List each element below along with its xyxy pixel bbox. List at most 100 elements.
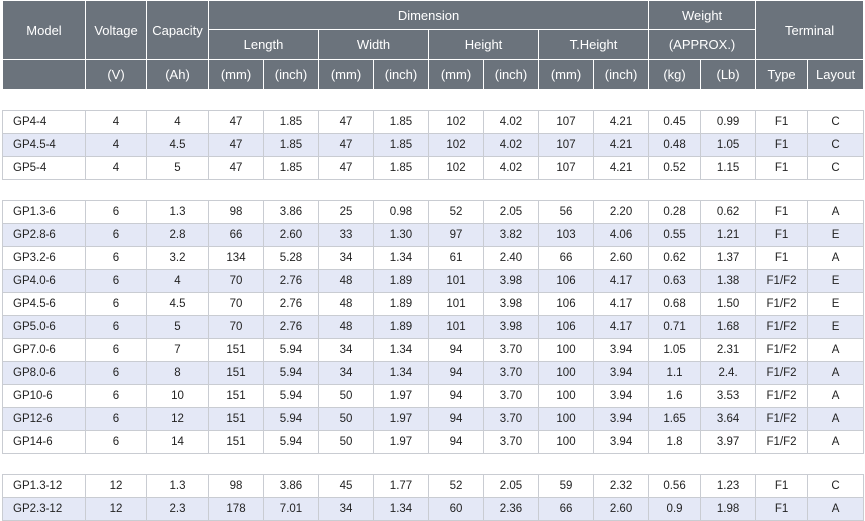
- table-cell: 178: [208, 497, 264, 521]
- model-cell: GP2.8-6: [2, 223, 86, 247]
- model-cell: GP1.3-12: [2, 474, 86, 498]
- table-cell: 5.94: [263, 407, 319, 431]
- table-cell: 1.15: [700, 156, 757, 180]
- table-cell: 2.31: [700, 338, 757, 362]
- table-cell: 1.85: [263, 110, 319, 134]
- table-cell: F1/F2: [755, 407, 809, 431]
- table-cell: 59: [538, 474, 594, 498]
- table-cell: 3.2: [146, 246, 209, 270]
- table-cell: 100: [538, 430, 594, 454]
- table-cell: 3.98: [483, 292, 539, 316]
- table-cell: F1: [755, 223, 809, 247]
- table-cell: E: [807, 315, 865, 339]
- table-row: GP4-4 4 4 47 1.85 47 1.85 102 4.02 107 4.21 0.45 0.9…: [2, 110, 865, 134]
- table-cell: 6: [85, 407, 147, 431]
- table-cell: 6: [85, 384, 147, 408]
- group-spacer: [2, 179, 864, 201]
- table-cell: 101: [428, 315, 484, 339]
- table-row: GP3.2-6 6 3.2 134 5.28 34 1.34 61 2.40 66 2.60 0.62…: [2, 246, 865, 270]
- table-cell: 6: [85, 315, 147, 339]
- table-cell: 66: [538, 497, 594, 521]
- table-cell: 4.17: [592, 269, 650, 293]
- table-cell: 6: [85, 430, 147, 454]
- table-cell: 101: [428, 269, 484, 293]
- table-cell: 107: [538, 133, 594, 157]
- table-cell: F1: [755, 133, 809, 157]
- table-cell: 2.05: [483, 474, 539, 498]
- table-cell: 1.1: [648, 361, 702, 385]
- table-cell: 151: [208, 384, 264, 408]
- table-cell: 3.94: [592, 407, 650, 431]
- table-cell: 0.71: [648, 315, 702, 339]
- header-width-mm: (mm): [318, 59, 374, 90]
- table-cell: 1.34: [373, 361, 429, 385]
- table-cell: 4.17: [592, 315, 650, 339]
- table-cell: 100: [538, 361, 594, 385]
- table-cell: 1.89: [373, 315, 429, 339]
- table-cell: 102: [428, 156, 484, 180]
- table-cell: 3.64: [700, 407, 757, 431]
- table-cell: 4.5: [146, 292, 209, 316]
- table-cell: 98: [208, 474, 264, 498]
- table-cell: 134: [208, 246, 264, 270]
- table-cell: 66: [208, 223, 264, 247]
- table-cell: 56: [538, 200, 594, 224]
- table-cell: 3.82: [483, 223, 539, 247]
- table-cell: 6: [85, 223, 147, 247]
- header-dimension: Dimension: [207, 0, 650, 30]
- table-cell: 7: [146, 338, 209, 362]
- table-cell: 5: [146, 315, 209, 339]
- table-cell: 0.98: [373, 200, 429, 224]
- table-row: GP2.8-6 6 2.8 66 2.60 33 1.30 97 3.82 103 4.06 0.55…: [2, 223, 865, 247]
- table-cell: 151: [208, 338, 264, 362]
- table-cell: 3.70: [483, 384, 539, 408]
- table-cell: 2.05: [483, 200, 539, 224]
- table-cell: 100: [538, 384, 594, 408]
- table-cell: F1/F2: [755, 361, 809, 385]
- table-cell: 151: [208, 430, 264, 454]
- table-cell: 1.97: [373, 430, 429, 454]
- header-length-inch: (inch): [263, 59, 319, 90]
- table-cell: 2.20: [592, 200, 650, 224]
- table-cell: 12: [85, 474, 147, 498]
- table-cell: 3.97: [700, 430, 757, 454]
- header-theight: T.Height: [537, 29, 650, 60]
- table-cell: 0.99: [700, 110, 757, 134]
- table-cell: C: [807, 133, 865, 157]
- header-height: Height: [428, 29, 539, 60]
- table-row: GP5-4 4 5 47 1.85 47 1.85 102 4.02 107 4.21 0.52 1.1…: [2, 156, 865, 180]
- table-cell: 1.85: [373, 110, 429, 134]
- table-cell: 6: [85, 269, 147, 293]
- header-weight-approx: (APPROX.): [648, 29, 757, 60]
- table-cell: 1.50: [700, 292, 757, 316]
- model-cell: GP4.5-6: [2, 292, 86, 316]
- table-row: GP4.0-6 6 4 70 2.76 48 1.89 101 3.98 106 4.17 0.63 1…: [2, 269, 865, 293]
- table-cell: 4.06: [592, 223, 650, 247]
- table-cell: 1.85: [373, 156, 429, 180]
- table-cell: 3.70: [483, 361, 539, 385]
- table-cell: 1.38: [700, 269, 757, 293]
- header-length: Length: [208, 29, 319, 60]
- table-cell: 2.32: [592, 474, 650, 498]
- table-cell: 94: [428, 361, 484, 385]
- table-cell: 3.98: [483, 315, 539, 339]
- table-cell: 103: [538, 223, 594, 247]
- table-cell: 2.60: [263, 223, 319, 247]
- table-cell: 1.3: [146, 200, 209, 224]
- table-cell: 3.86: [263, 200, 319, 224]
- table-cell: F1: [755, 497, 809, 521]
- table-cell: 2.60: [592, 497, 650, 521]
- table-cell: 97: [428, 223, 484, 247]
- table-cell: 0.56: [648, 474, 702, 498]
- header-voltage-unit: (V): [85, 59, 147, 90]
- header-weight-kg: (kg): [648, 59, 702, 90]
- table-cell: F1/F2: [755, 430, 809, 454]
- table-row: GP1.3-12 12 1.3 98 3.86 45 1.77 52 2.05 59 2.32 0.5…: [2, 474, 865, 498]
- table-cell: 5.94: [263, 430, 319, 454]
- table-cell: 61: [428, 246, 484, 270]
- group-spacer: [2, 453, 864, 475]
- table-cell: 45: [318, 474, 374, 498]
- table-cell: 1.05: [700, 133, 757, 157]
- table-cell: 1.6: [648, 384, 702, 408]
